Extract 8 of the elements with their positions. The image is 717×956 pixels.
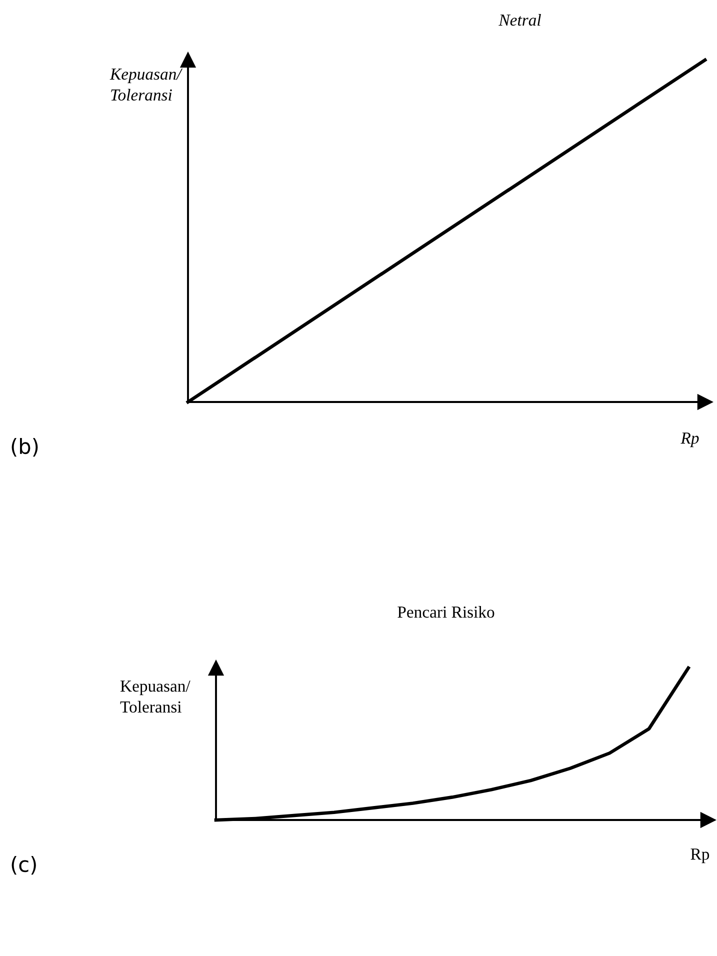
text: (b) xyxy=(12,438,38,457)
chart-title: Netral xyxy=(498,14,541,26)
text: (c) xyxy=(12,856,36,875)
chart-title: Pencari Risiko xyxy=(398,606,494,618)
y-axis-title: Kepuasan/ Toleransi xyxy=(110,68,183,101)
x-axis-title: Rp xyxy=(680,432,699,448)
y-axis-title: Kepuasan/ Toleransi xyxy=(120,680,190,713)
x-axis-title: Rp xyxy=(690,848,710,864)
